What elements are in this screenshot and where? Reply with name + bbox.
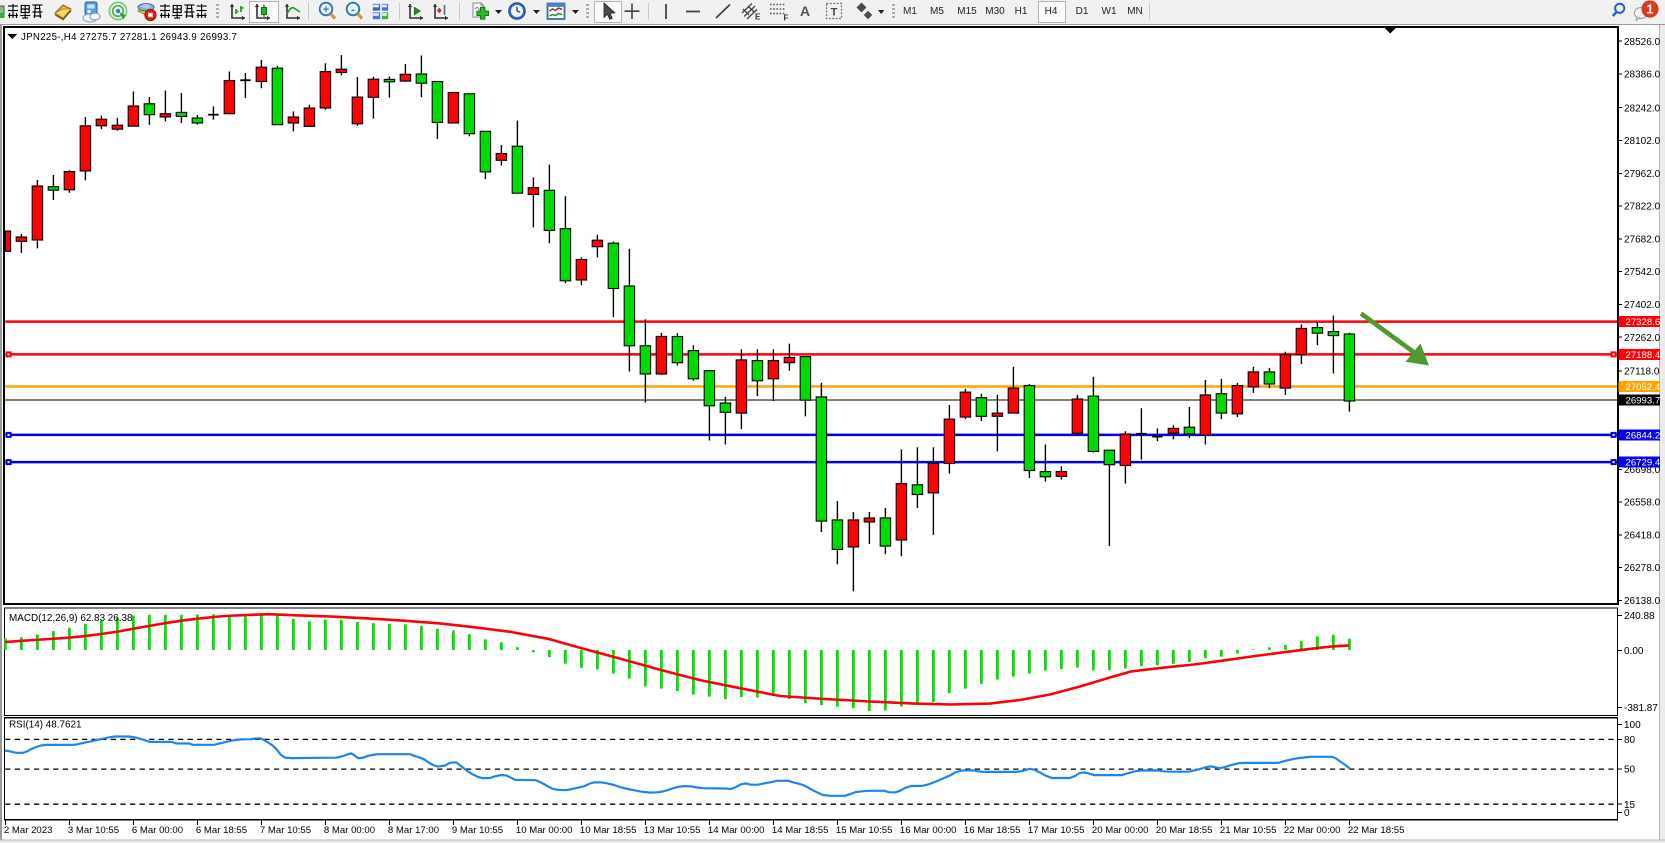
svg-text:15 Mar 10:55: 15 Mar 10:55 bbox=[836, 825, 893, 836]
svg-text:7 Mar 10:55: 7 Mar 10:55 bbox=[260, 825, 311, 836]
svg-text:20 Mar 00:00: 20 Mar 00:00 bbox=[1092, 825, 1149, 836]
svg-text:26698.0: 26698.0 bbox=[1624, 465, 1661, 476]
svg-text:-: - bbox=[351, 4, 355, 16]
svg-text:MACD(12,26,9) 62.83 26.38: MACD(12,26,9) 62.83 26.38 bbox=[9, 613, 133, 624]
svg-text:8 Mar 00:00: 8 Mar 00:00 bbox=[324, 825, 375, 836]
svg-text:JPN225-,H4 27275.7 27281.1 26: JPN225-,H4 27275.7 27281.1 26943.9 26993… bbox=[21, 32, 237, 43]
svg-text:26418.0: 26418.0 bbox=[1624, 530, 1661, 541]
svg-text:240.88: 240.88 bbox=[1624, 611, 1655, 622]
svg-text:80: 80 bbox=[1624, 735, 1636, 746]
svg-text:28386.0: 28386.0 bbox=[1624, 70, 1661, 81]
svg-text:26278.0: 26278.0 bbox=[1624, 563, 1661, 574]
svg-text:27822.0: 27822.0 bbox=[1624, 202, 1661, 213]
svg-text:14 Mar 18:55: 14 Mar 18:55 bbox=[772, 825, 829, 836]
svg-text:50: 50 bbox=[1624, 765, 1636, 776]
svg-text:27118.0: 27118.0 bbox=[1624, 367, 1660, 378]
svg-text:27402.0: 27402.0 bbox=[1624, 300, 1661, 311]
svg-text:-381.87: -381.87 bbox=[1624, 703, 1658, 714]
svg-text:6 Mar 18:55: 6 Mar 18:55 bbox=[196, 825, 247, 836]
svg-text:28526.0: 28526.0 bbox=[1624, 37, 1661, 48]
svg-text:0.00: 0.00 bbox=[1624, 646, 1644, 657]
svg-text:27188.4: 27188.4 bbox=[1626, 350, 1661, 361]
svg-text:16 Mar 00:00: 16 Mar 00:00 bbox=[900, 825, 957, 836]
svg-text:28102.0: 28102.0 bbox=[1624, 136, 1661, 147]
svg-text:27262.0: 27262.0 bbox=[1624, 333, 1661, 344]
svg-text:14 Mar 00:00: 14 Mar 00:00 bbox=[708, 825, 765, 836]
svg-text:26993.7: 26993.7 bbox=[1626, 396, 1661, 407]
svg-text:27962.0: 27962.0 bbox=[1624, 169, 1661, 180]
svg-text:8 Mar 17:00: 8 Mar 17:00 bbox=[388, 825, 439, 836]
svg-text:0: 0 bbox=[1624, 808, 1630, 819]
svg-text:3 Mar 10:55: 3 Mar 10:55 bbox=[68, 825, 119, 836]
svg-text:21 Mar 10:55: 21 Mar 10:55 bbox=[1220, 825, 1277, 836]
svg-text:27542.0: 27542.0 bbox=[1624, 267, 1661, 278]
svg-text:26138.0: 26138.0 bbox=[1624, 596, 1661, 607]
svg-text:27682.0: 27682.0 bbox=[1624, 234, 1661, 245]
svg-text:28242.0: 28242.0 bbox=[1624, 103, 1661, 114]
svg-text:1: 1 bbox=[1646, 1, 1653, 16]
svg-text:10 Mar 18:55: 10 Mar 18:55 bbox=[580, 825, 637, 836]
svg-text:22 Mar 18:55: 22 Mar 18:55 bbox=[1348, 825, 1405, 836]
svg-text:20 Mar 18:55: 20 Mar 18:55 bbox=[1156, 825, 1213, 836]
svg-text:13 Mar 10:55: 13 Mar 10:55 bbox=[644, 825, 701, 836]
svg-text:26844.2: 26844.2 bbox=[1626, 430, 1661, 441]
svg-text:17 Mar 10:55: 17 Mar 10:55 bbox=[1028, 825, 1085, 836]
svg-text:6 Mar 00:00: 6 Mar 00:00 bbox=[132, 825, 183, 836]
svg-text:E: E bbox=[755, 13, 761, 22]
svg-text:2 Mar 2023: 2 Mar 2023 bbox=[4, 825, 53, 836]
svg-text:26558.0: 26558.0 bbox=[1624, 498, 1661, 509]
svg-text:T: T bbox=[831, 7, 838, 19]
svg-text:26729.4: 26729.4 bbox=[1626, 458, 1661, 469]
svg-text:9 Mar 10:55: 9 Mar 10:55 bbox=[452, 825, 503, 836]
svg-text:10 Mar 00:00: 10 Mar 00:00 bbox=[516, 825, 573, 836]
svg-text:27052.4: 27052.4 bbox=[1626, 382, 1661, 393]
svg-text:15: 15 bbox=[1624, 800, 1636, 811]
svg-text:F: F bbox=[784, 14, 789, 23]
svg-text:100: 100 bbox=[1624, 720, 1641, 731]
svg-text:RSI(14) 48.7621: RSI(14) 48.7621 bbox=[9, 720, 82, 731]
svg-text:+: + bbox=[323, 4, 329, 16]
svg-text:22 Mar 00:00: 22 Mar 00:00 bbox=[1284, 825, 1341, 836]
svg-text:16 Mar 18:55: 16 Mar 18:55 bbox=[964, 825, 1021, 836]
svg-text:27328.6: 27328.6 bbox=[1626, 317, 1661, 328]
